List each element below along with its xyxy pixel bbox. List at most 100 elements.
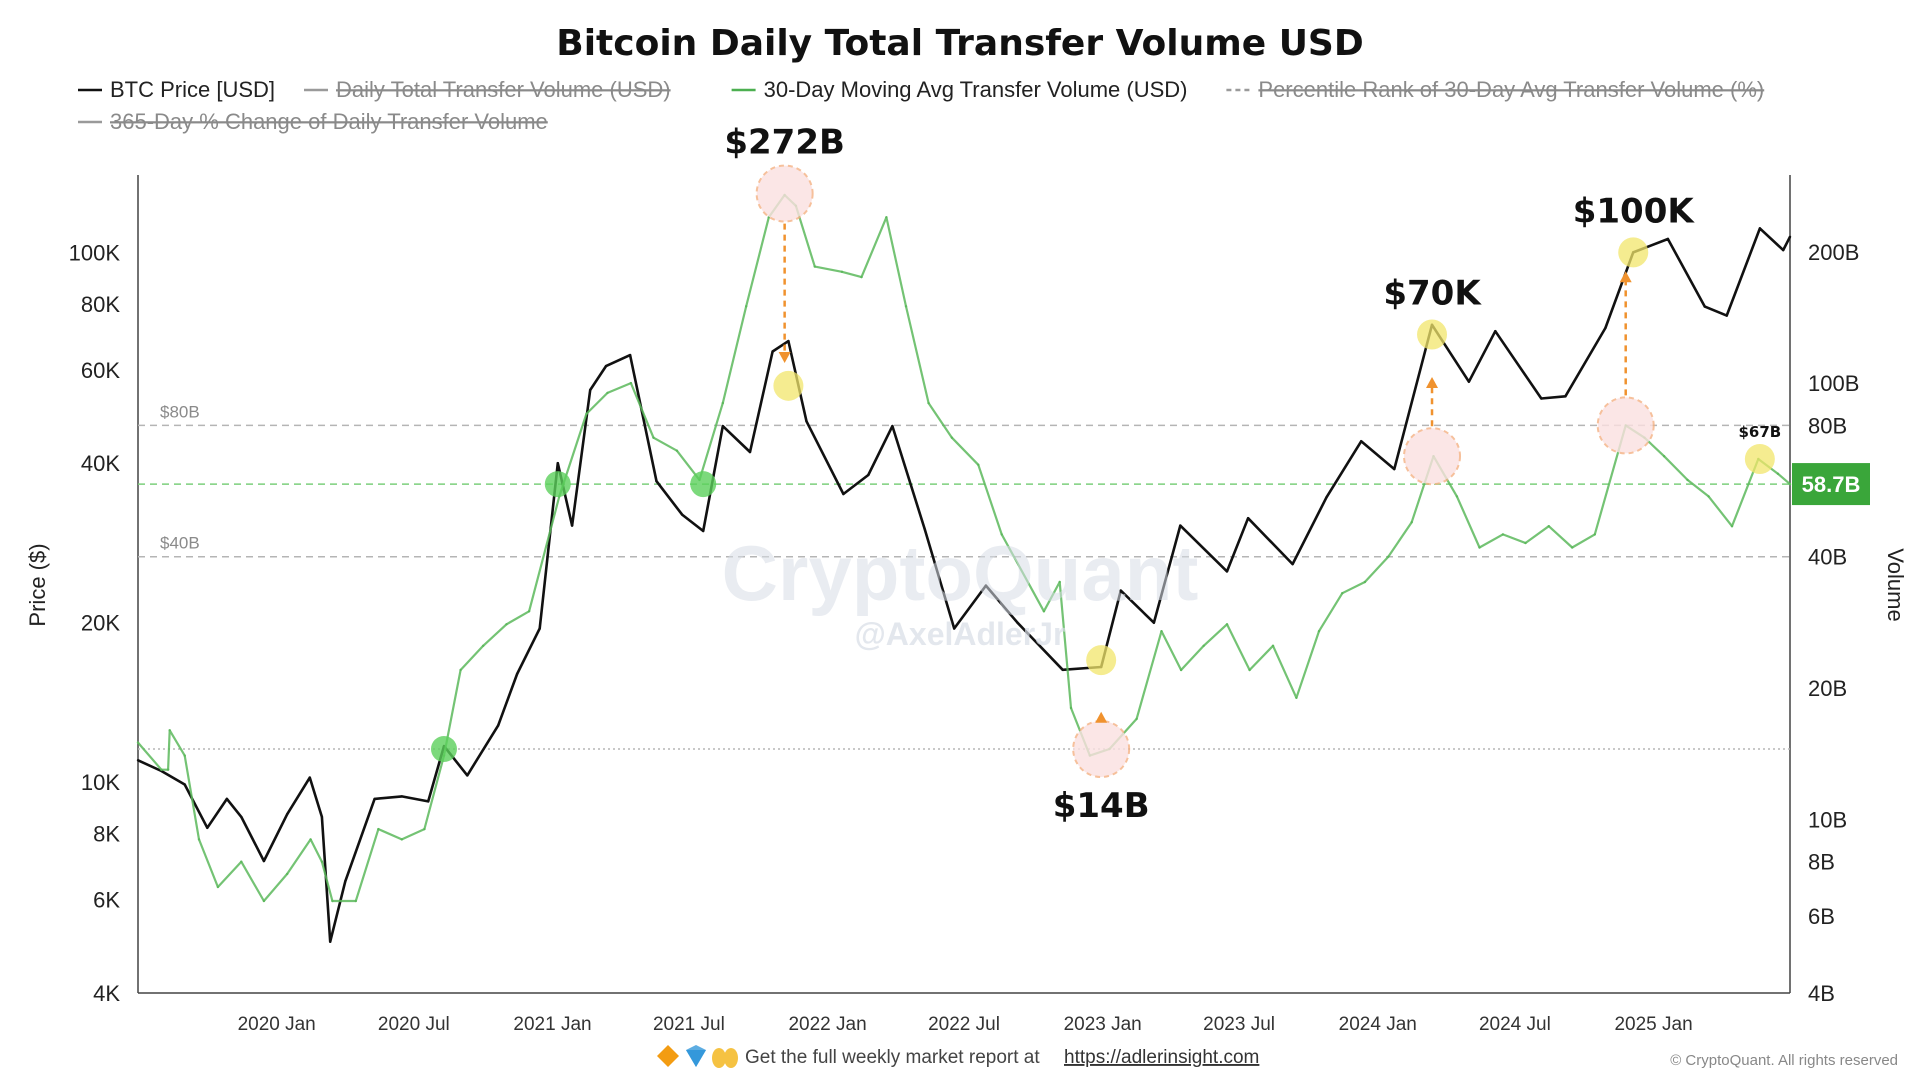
data-point (891, 424, 894, 428)
legend-label: 30-Day Moving Avg Transfer Volume (USD) (764, 77, 1188, 102)
chart-title: Bitcoin Daily Total Transfer Volume USD (556, 23, 1363, 64)
annotation-label: $14B (1053, 786, 1150, 826)
data-point (977, 463, 980, 466)
y-left-tick-label: 20K (81, 611, 120, 636)
data-point (787, 339, 790, 343)
data-point (1069, 706, 1073, 710)
data-point (1730, 525, 1734, 528)
data-point (527, 610, 531, 613)
data-point (1547, 525, 1551, 528)
data-point (1707, 495, 1710, 498)
data-point (606, 391, 609, 395)
data-point (1467, 380, 1471, 383)
data-point (860, 275, 863, 279)
data-point (286, 872, 289, 876)
data-point (166, 768, 170, 771)
data-point (1387, 555, 1390, 558)
data-point (1593, 533, 1597, 536)
highlight-marker (773, 370, 804, 401)
data-point (1341, 592, 1344, 595)
highlight-marker (1744, 444, 1775, 475)
y-left-tick-label: 100K (69, 240, 121, 265)
data-point (423, 827, 426, 831)
cross-marker (690, 471, 717, 498)
data-point (628, 353, 632, 357)
footer: Get the full weekly market report at htt… (657, 1045, 1898, 1069)
data-point (1782, 248, 1785, 252)
data-point (373, 797, 376, 801)
data-point (1179, 668, 1183, 672)
data-point (1604, 326, 1607, 330)
legend-label: Percentile Rank of 30-Day Avg Transfer V… (1258, 77, 1764, 102)
y-right-tick-label: 80B (1808, 413, 1847, 438)
data-point (309, 838, 312, 841)
data-point (813, 265, 816, 268)
arrow-head (778, 351, 791, 363)
data-point (344, 880, 347, 883)
footer-text: Get the full weekly market report at (745, 1047, 1040, 1068)
volume-marker (1403, 427, 1462, 486)
data-point (354, 899, 357, 903)
data-point (225, 797, 229, 801)
data-point (1494, 330, 1497, 333)
x-tick-label: 2020 Jul (378, 1014, 450, 1035)
watermark-brand: CryptoQuant (722, 529, 1199, 617)
data-point (1135, 717, 1138, 721)
data-point (1540, 397, 1543, 400)
data-point (655, 480, 658, 483)
data-point (286, 813, 289, 816)
data-point (400, 838, 403, 841)
data-point (320, 815, 324, 819)
data-point (1248, 668, 1251, 672)
data-point (953, 627, 956, 630)
data-point (745, 305, 748, 308)
data-point (1393, 467, 1396, 471)
data-point (331, 899, 334, 903)
legend: BTC Price [USD] Daily Total Transfer Volu… (78, 77, 1764, 134)
highlight-marker (1618, 237, 1649, 268)
data-point (1058, 580, 1061, 584)
data-point (240, 815, 243, 819)
data-point (466, 774, 469, 777)
data-point (1325, 496, 1328, 499)
annotation-label: $67B (1738, 423, 1781, 441)
data-point (927, 401, 930, 405)
current-value-badge (1792, 463, 1870, 506)
data-point (1564, 395, 1567, 398)
highlight-marker (1417, 319, 1448, 350)
x-tick-label: 2024 Jul (1479, 1014, 1551, 1035)
data-point (771, 350, 774, 353)
data-point (652, 436, 655, 439)
data-point (1363, 580, 1367, 584)
footer-link[interactable]: https://adlerinsight.com (1064, 1047, 1259, 1068)
y-right-axis-title: Volume (1883, 548, 1908, 621)
data-point (675, 449, 679, 452)
y-left-tick-label: 6K (93, 888, 120, 913)
y-left-tick-label: 10K (81, 770, 120, 795)
y-right-tick-label: 8B (1808, 850, 1835, 875)
volume-marker (755, 164, 814, 223)
data-point (482, 644, 485, 647)
orange-diamond-icon (657, 1045, 679, 1067)
reference-line-label: $40B (160, 534, 200, 553)
data-point (1202, 644, 1205, 647)
y-left-tick-label: 4K (93, 981, 120, 1006)
data-point (197, 838, 201, 841)
data-point (950, 436, 954, 439)
data-point (604, 364, 608, 368)
y-right-tick-label: 20B (1808, 676, 1847, 701)
x-tick-label: 2022 Jan (788, 1014, 866, 1035)
y-right-tick-label: 10B (1808, 807, 1847, 832)
data-point (1291, 562, 1294, 566)
x-tick-label: 2025 Jan (1614, 1014, 1692, 1035)
x-tick-label: 2023 Jul (1203, 1014, 1275, 1035)
data-point (160, 768, 163, 771)
data-point (1410, 521, 1413, 524)
legend-item: 365-Day % Change of Daily Transfer Volum… (78, 109, 548, 134)
reference-line-label: $80B (160, 402, 200, 421)
y-left-axis-title: Price ($) (25, 543, 50, 626)
data-point (1042, 610, 1046, 613)
data-point (629, 381, 633, 385)
data-point (377, 827, 380, 831)
data-point (1662, 455, 1666, 458)
